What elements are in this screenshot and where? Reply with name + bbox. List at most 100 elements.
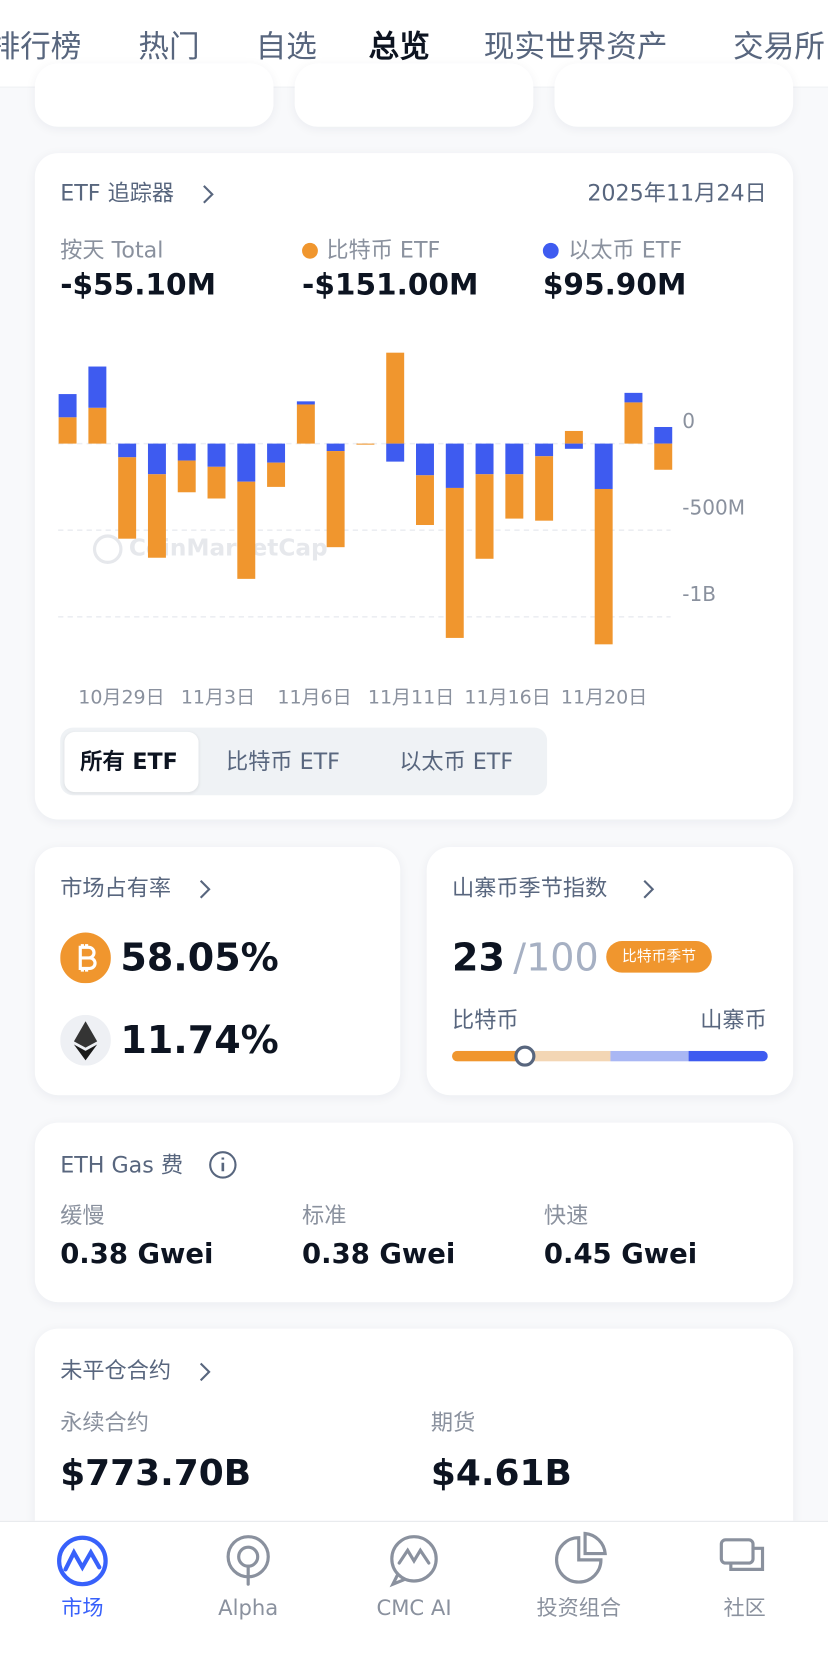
bar-segment bbox=[326, 443, 345, 452]
tab[interactable]: 热门 bbox=[138, 28, 200, 65]
watermark-text: CoinMarketCap bbox=[128, 535, 328, 562]
nav-item[interactable]: CMC AI bbox=[376, 1594, 452, 1621]
eth-icon bbox=[60, 1014, 111, 1066]
bar-segment bbox=[88, 366, 107, 408]
bar-segment bbox=[356, 443, 375, 445]
card-title[interactable]: 山寨币季节指数 bbox=[452, 875, 608, 901]
tab[interactable]: 交易所 bbox=[732, 28, 825, 65]
btc-icon bbox=[60, 932, 111, 984]
bar-segment bbox=[624, 402, 643, 444]
stat-label: 按天 Total bbox=[60, 237, 164, 263]
bar-segment bbox=[564, 430, 583, 444]
tab[interactable]: 排行榜 bbox=[0, 28, 82, 65]
legend-dot bbox=[542, 242, 559, 259]
x-tick-label: 11月3日 bbox=[181, 687, 255, 709]
bar-segment bbox=[505, 443, 524, 475]
bar-segment bbox=[594, 443, 613, 489]
bar-segment bbox=[416, 443, 434, 476]
bar-segment bbox=[445, 487, 464, 638]
bar-segment bbox=[88, 407, 107, 444]
card-title: ETH Gas 费 bbox=[60, 1152, 184, 1178]
watermark: CoinMarketCap bbox=[92, 534, 328, 564]
bar-segment bbox=[535, 456, 554, 521]
bar-segment bbox=[237, 481, 256, 579]
x-tick-label: 10月29日 bbox=[78, 687, 164, 709]
info-icon[interactable] bbox=[208, 1150, 238, 1180]
bar-segment bbox=[505, 474, 524, 519]
card-partial bbox=[34, 63, 274, 127]
bar-segment bbox=[267, 443, 286, 463]
etf-chart: 0 -500M -1B 10月29日 11月3日 11月6日 11月11日 11月16日 11月… bbox=[58, 352, 745, 709]
season-marker bbox=[514, 1045, 536, 1067]
bar-segment bbox=[296, 404, 315, 444]
filter[interactable]: 比特币 ETF bbox=[226, 748, 340, 775]
bar-segment bbox=[386, 352, 405, 444]
date: 2025年11月24日 bbox=[587, 180, 767, 206]
season-track bbox=[452, 1050, 768, 1062]
oi-label: 永续合约 bbox=[60, 1409, 149, 1436]
bar-segment bbox=[535, 443, 554, 457]
legend-dot bbox=[302, 242, 318, 259]
tab-active[interactable]: 总览 bbox=[368, 28, 430, 65]
bar-segment bbox=[326, 451, 345, 548]
nav-item[interactable]: Alpha bbox=[218, 1594, 279, 1621]
stat-value: -$55.10M bbox=[60, 267, 217, 303]
bar-segment bbox=[475, 474, 494, 559]
badge: 比特币季节 bbox=[606, 941, 712, 973]
bar-segment bbox=[624, 392, 643, 403]
card-title[interactable]: 市场占有率 bbox=[60, 875, 172, 901]
chevron bbox=[643, 880, 655, 899]
x-tick-label: 11月6日 bbox=[277, 687, 351, 709]
gas-label: 快速 bbox=[543, 1202, 589, 1229]
nav-item[interactable]: 社区 bbox=[723, 1594, 766, 1621]
bar-segment bbox=[118, 443, 137, 458]
filter[interactable]: 所有 ETF bbox=[80, 748, 178, 775]
gas-label: 缓慢 bbox=[60, 1202, 105, 1229]
bar-segment bbox=[147, 474, 166, 558]
gas-card bbox=[34, 1122, 794, 1303]
card-title[interactable]: ETF 追踪器 bbox=[60, 180, 175, 206]
tab[interactable]: 自选 bbox=[255, 28, 317, 65]
card-partial bbox=[554, 63, 794, 127]
bar-segment bbox=[296, 401, 315, 405]
bar-segment bbox=[654, 443, 673, 470]
gas-value: 0.45 Gwei bbox=[543, 1238, 698, 1271]
y-tick-label: -1B bbox=[682, 582, 716, 606]
nav-item-active[interactable]: 市场 bbox=[61, 1594, 104, 1621]
y-tick-label: 0 bbox=[682, 409, 695, 433]
bar-segment bbox=[475, 443, 494, 475]
scale-left: 比特币 bbox=[452, 1007, 519, 1033]
altseason-max: /100 bbox=[513, 936, 599, 981]
bar-segment bbox=[147, 443, 166, 475]
filter[interactable]: 以太币 ETF bbox=[399, 748, 514, 775]
bar-segment bbox=[207, 443, 226, 467]
bottom-nav bbox=[0, 1520, 828, 1655]
bar-segment bbox=[445, 443, 464, 488]
bar-segment bbox=[58, 417, 77, 444]
stat-label: 比特币 ETF bbox=[326, 237, 441, 263]
chevron bbox=[203, 185, 214, 204]
chevron bbox=[199, 880, 211, 899]
tab[interactable]: 现实世界资产 bbox=[483, 28, 668, 65]
bar-segment bbox=[594, 488, 613, 645]
card-partial bbox=[294, 63, 534, 127]
btc-dominance: 58.05% bbox=[120, 936, 279, 981]
eth-dominance: 11.74% bbox=[120, 1019, 279, 1063]
bar-segment bbox=[177, 443, 196, 461]
nav-icons bbox=[57, 1531, 765, 1588]
bar-segment bbox=[267, 462, 286, 487]
bar-segment bbox=[177, 460, 196, 493]
oi-value: $4.61B bbox=[430, 1452, 572, 1495]
card-title[interactable]: 未平仓合约 bbox=[60, 1358, 172, 1384]
filter-active-bg bbox=[64, 731, 199, 793]
scale-right: 山寨币 bbox=[700, 1007, 767, 1033]
gas-value: 0.38 Gwei bbox=[302, 1238, 456, 1271]
x-tick-label: 11月11日 bbox=[368, 687, 454, 709]
gas-value: 0.38 Gwei bbox=[60, 1238, 214, 1271]
bar-segment bbox=[237, 443, 256, 482]
nav-item[interactable]: 投资组合 bbox=[536, 1594, 621, 1621]
x-tick-label: 11月16日 bbox=[464, 687, 550, 709]
stat-label: 以太币 ETF bbox=[568, 237, 683, 263]
stat-value: $95.90M bbox=[542, 267, 687, 303]
